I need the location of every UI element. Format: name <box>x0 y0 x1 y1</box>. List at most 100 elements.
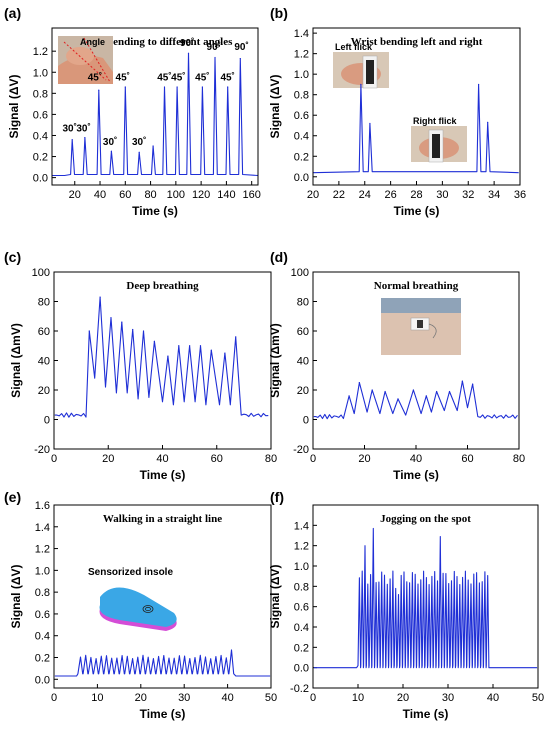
y-tick-label: -20 <box>34 444 50 456</box>
panel-letter: (f) <box>270 489 284 505</box>
x-tick-label: 40 <box>487 692 499 704</box>
y-tick-label: 60 <box>297 326 309 338</box>
sensor-coil <box>142 605 154 613</box>
x-tick-label: 40 <box>156 453 168 465</box>
angle-annotation: 30˚ <box>132 136 146 148</box>
plot-frame <box>312 271 520 450</box>
angle-annotation: 45˚ <box>171 72 185 84</box>
y-tick-label: 80 <box>297 297 309 309</box>
y-tick-label: 1.2 <box>33 46 48 58</box>
x-tick-label: 10 <box>91 692 103 704</box>
data-point <box>239 57 241 60</box>
y-tick-label: 0.6 <box>294 602 309 614</box>
panel-letter: (a) <box>4 5 21 21</box>
x-tick-label: 0 <box>51 692 57 704</box>
angle-annotation: 45˚ <box>116 72 130 84</box>
data-point <box>348 395 350 397</box>
x-tick-label: 50 <box>532 692 544 704</box>
panel-letter: (d) <box>270 249 288 265</box>
x-tick-label: 40 <box>410 453 422 465</box>
x-tick-label: 22 <box>333 189 345 201</box>
y-tick-label: -20 <box>293 444 309 456</box>
y-tick-label: 40 <box>297 356 309 368</box>
data-point <box>199 345 202 347</box>
y-tick-label: 0.8 <box>33 88 48 100</box>
y-tick-label: 1.2 <box>294 541 309 553</box>
x-axis-label: Time (s) <box>132 204 178 218</box>
x-tick-label: 20 <box>135 692 147 704</box>
angle-line <box>63 41 107 81</box>
flick-photo: Left flick <box>333 42 389 89</box>
sensor <box>366 60 374 84</box>
angle-annotation: 45˚ <box>157 72 171 84</box>
data-point <box>214 56 216 59</box>
x-tick-label: 60 <box>119 189 131 201</box>
panel-letter: (b) <box>270 5 288 21</box>
y-tick-label: 1.0 <box>35 565 50 577</box>
panel-title: Wrist bending left and right <box>351 36 483 48</box>
y-tick-label: 0.2 <box>33 152 48 164</box>
y-tick-label: 0.4 <box>35 631 50 643</box>
data-point <box>371 389 373 391</box>
x-axis-label: Time (s) <box>140 707 186 721</box>
x-tick-label: 20 <box>397 692 409 704</box>
y-tick-label: 0.8 <box>294 90 309 102</box>
data-point <box>201 86 203 88</box>
data-series-line <box>313 380 518 420</box>
data-point <box>461 380 463 382</box>
x-tick-label: 26 <box>385 189 397 201</box>
x-tick-label: 140 <box>217 189 235 201</box>
x-tick-label: 10 <box>352 692 364 704</box>
data-point <box>98 89 100 91</box>
flick-photo: Right flick <box>411 116 467 163</box>
data-point <box>358 382 360 384</box>
data-point <box>436 390 438 393</box>
data-series-line <box>52 52 258 177</box>
y-tick-label: 0.2 <box>35 653 50 665</box>
x-tick-label: 40 <box>221 692 233 704</box>
panel-e: (e) Walking in a straight line 0 10 20 30 40 50… <box>4 489 277 721</box>
y-tick-label: 20 <box>297 385 309 397</box>
data-series-line <box>312 83 519 174</box>
data-point <box>99 296 101 298</box>
y-tick-label: 0 <box>303 415 309 427</box>
shirt <box>381 298 461 313</box>
chest-photo <box>381 298 461 355</box>
data-point <box>425 395 427 397</box>
data-point <box>110 150 112 152</box>
x-axis-label: Time (s) <box>403 707 449 721</box>
y-tick-label: 0.2 <box>294 151 309 163</box>
data-point <box>384 390 386 393</box>
data-point <box>121 321 123 323</box>
x-tick-label: 80 <box>513 453 525 465</box>
y-axis-label: Signal (ΔV) <box>9 565 23 629</box>
x-axis-label: Time (s) <box>393 468 439 482</box>
y-tick-label: 0.4 <box>294 622 309 634</box>
angle-line <box>83 37 111 83</box>
sensor-wire <box>428 323 437 339</box>
data-point <box>163 86 166 88</box>
angle-annotation: 30˚ <box>62 122 76 134</box>
y-tick-label: 0.6 <box>35 609 50 621</box>
x-tick-label: 50 <box>265 692 277 704</box>
x-tick-label: 120 <box>192 189 210 201</box>
data-point <box>478 83 480 86</box>
y-tick-label: 0.6 <box>294 110 309 122</box>
panel-f: (f) Jogging on the spot 0 10 20 30 40 50 -0.2 0.0… <box>268 489 544 721</box>
y-tick-label: 1.0 <box>294 69 309 81</box>
x-tick-label: 0 <box>51 453 57 465</box>
y-tick-label: 0.4 <box>33 130 48 142</box>
plot-frame <box>312 504 539 689</box>
y-tick-label: 0.0 <box>35 674 50 686</box>
x-tick-label: 30 <box>178 692 190 704</box>
x-tick-label: 32 <box>462 189 474 201</box>
panel-b: (b) Wrist bending left and right 20 22 24 26 2… <box>268 5 526 218</box>
insole-label: Sensorized insole <box>88 567 173 578</box>
flick-label: Right flick <box>413 116 457 126</box>
y-tick-label: 0.6 <box>33 109 48 121</box>
y-tick-label: 0.8 <box>294 581 309 593</box>
data-point <box>153 340 155 342</box>
x-tick-label: 30 <box>436 189 448 201</box>
